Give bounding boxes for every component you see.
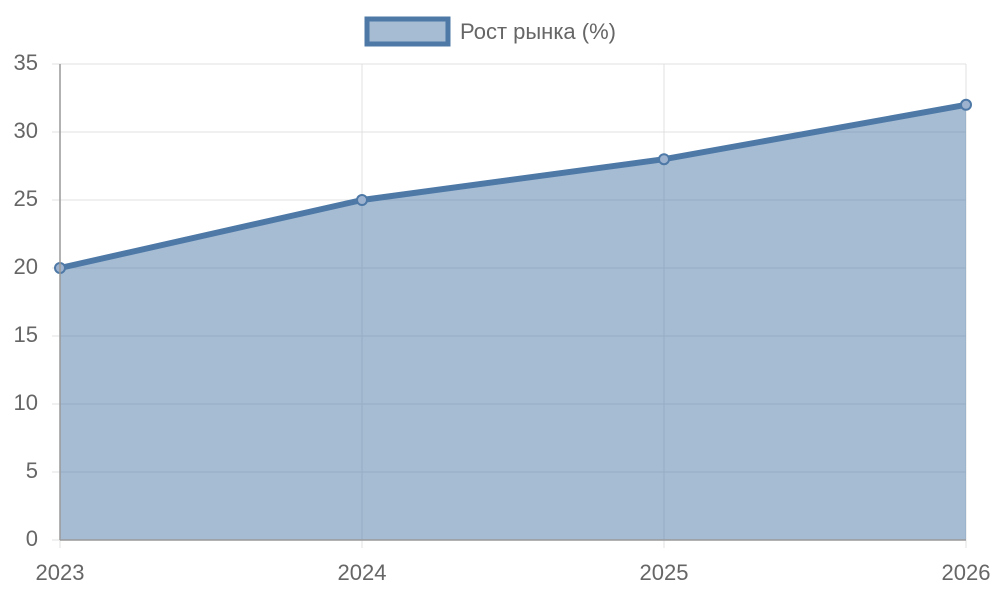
legend-label: Рост рынка (%) bbox=[460, 19, 616, 44]
y-tick-label: 20 bbox=[14, 254, 38, 279]
x-tick-label: 2025 bbox=[640, 560, 689, 585]
y-tick-label: 30 bbox=[14, 118, 38, 143]
y-tick-label: 15 bbox=[14, 322, 38, 347]
y-tick-label: 25 bbox=[14, 186, 38, 211]
x-tick-label: 2024 bbox=[338, 560, 387, 585]
line bbox=[59, 101, 967, 271]
y-tick-label: 35 bbox=[14, 50, 38, 75]
y-tick-label: 5 bbox=[26, 458, 38, 483]
x-tick-label: 2023 bbox=[36, 560, 85, 585]
point bbox=[658, 153, 670, 166]
x-tick-label: 2026 bbox=[942, 560, 991, 585]
area-fill bbox=[60, 104, 966, 541]
legend-swatch bbox=[364, 16, 451, 47]
point bbox=[960, 98, 972, 111]
point bbox=[356, 194, 368, 206]
y-tick-label: 0 bbox=[26, 526, 38, 551]
y-tick-label: 10 bbox=[14, 390, 38, 415]
